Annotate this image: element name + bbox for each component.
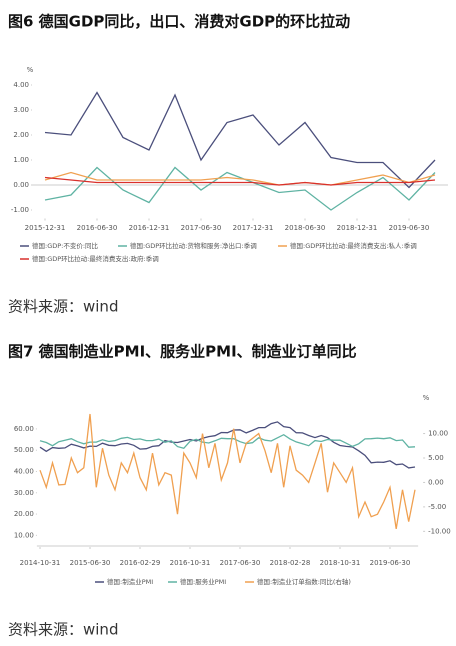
legend-label: 德国:GDP环比拉动:最终消费支出:私人:季调: [290, 241, 417, 250]
series-line: [39, 413, 416, 530]
x-tick-label: 2015-12-31: [25, 224, 66, 232]
figure-heading: 图7 德国制造业PMI、服务业PMI、制造业订单同比: [8, 343, 357, 361]
x-tick-label: 2018-02-28: [270, 559, 311, 567]
x-tick-label: 2019-06-30: [370, 559, 411, 567]
y-tick-label: 4.00: [13, 81, 29, 89]
x-tick-label: 2014-10-31: [20, 559, 61, 567]
y2-tick-label: 10.00: [428, 430, 448, 438]
y2-tick-label: -5.00: [428, 503, 446, 511]
y-tick-label: 10.00: [14, 531, 34, 539]
y-axis-unit: %: [27, 66, 34, 74]
series-line: [44, 166, 436, 211]
x-tick-label: 2016-06-30: [77, 224, 118, 232]
x-tick-label: 2018-12-31: [337, 224, 378, 232]
y-tick-label: -1.00: [11, 206, 29, 214]
y-tick-label: 20.00: [14, 510, 34, 518]
y2-tick-label: 0.00: [428, 478, 444, 486]
series-line: [44, 176, 436, 186]
y-tick-label: 30.00: [14, 489, 34, 497]
y2-tick-label: 5.00: [428, 454, 444, 462]
legend-label: 德国:GDP环比拉动:最终消费支出:政府:季调: [32, 254, 159, 263]
y2-axis-unit: %: [423, 394, 430, 402]
legend-label: 德国:制造业PMI: [107, 577, 153, 586]
x-tick-label: 2019-06-30: [389, 224, 430, 232]
x-tick-label: 2017-06-30: [220, 559, 261, 567]
legend-label: 德国:GDP环比拉动:货物和服务:净出口:季调: [130, 241, 257, 250]
y-tick-label: 40.00: [14, 467, 34, 475]
y-tick-label: 0.00: [13, 181, 29, 189]
y-tick-label: 3.00: [13, 106, 29, 114]
source-note: 资料来源：wind: [8, 621, 118, 639]
legend-label: 德国:制造业订单指数:同比(右轴): [257, 577, 351, 586]
x-tick-label: 2016-10-31: [170, 559, 211, 567]
x-tick-label: 2015-06-30: [70, 559, 111, 567]
y2-tick-label: -10.00: [428, 527, 451, 535]
x-tick-label: 2018-10-31: [320, 559, 361, 567]
x-tick-label: 2016-02-29: [120, 559, 161, 567]
x-tick-label: 2017-06-30: [181, 224, 222, 232]
y-tick-label: 2.00: [13, 131, 29, 139]
series-line: [39, 433, 416, 450]
x-tick-label: 2016-12-31: [129, 224, 170, 232]
x-tick-label: 2017-12-31: [233, 224, 274, 232]
y-tick-label: 50.00: [14, 446, 34, 454]
y-tick-label: 60.00: [14, 425, 34, 433]
y-tick-label: 1.00: [13, 156, 29, 164]
legend-label: 德国:服务业PMI: [180, 577, 226, 586]
legend-label: 德国:GDP:不变价:同比: [32, 241, 99, 250]
series-line: [44, 91, 436, 189]
source-note: 资料来源：wind: [8, 298, 118, 316]
series-line: [44, 171, 436, 186]
figure-heading: 图6 德国GDP同比，出口、消费对GDP的环比拉动: [8, 13, 350, 31]
x-tick-label: 2018-06-30: [285, 224, 326, 232]
